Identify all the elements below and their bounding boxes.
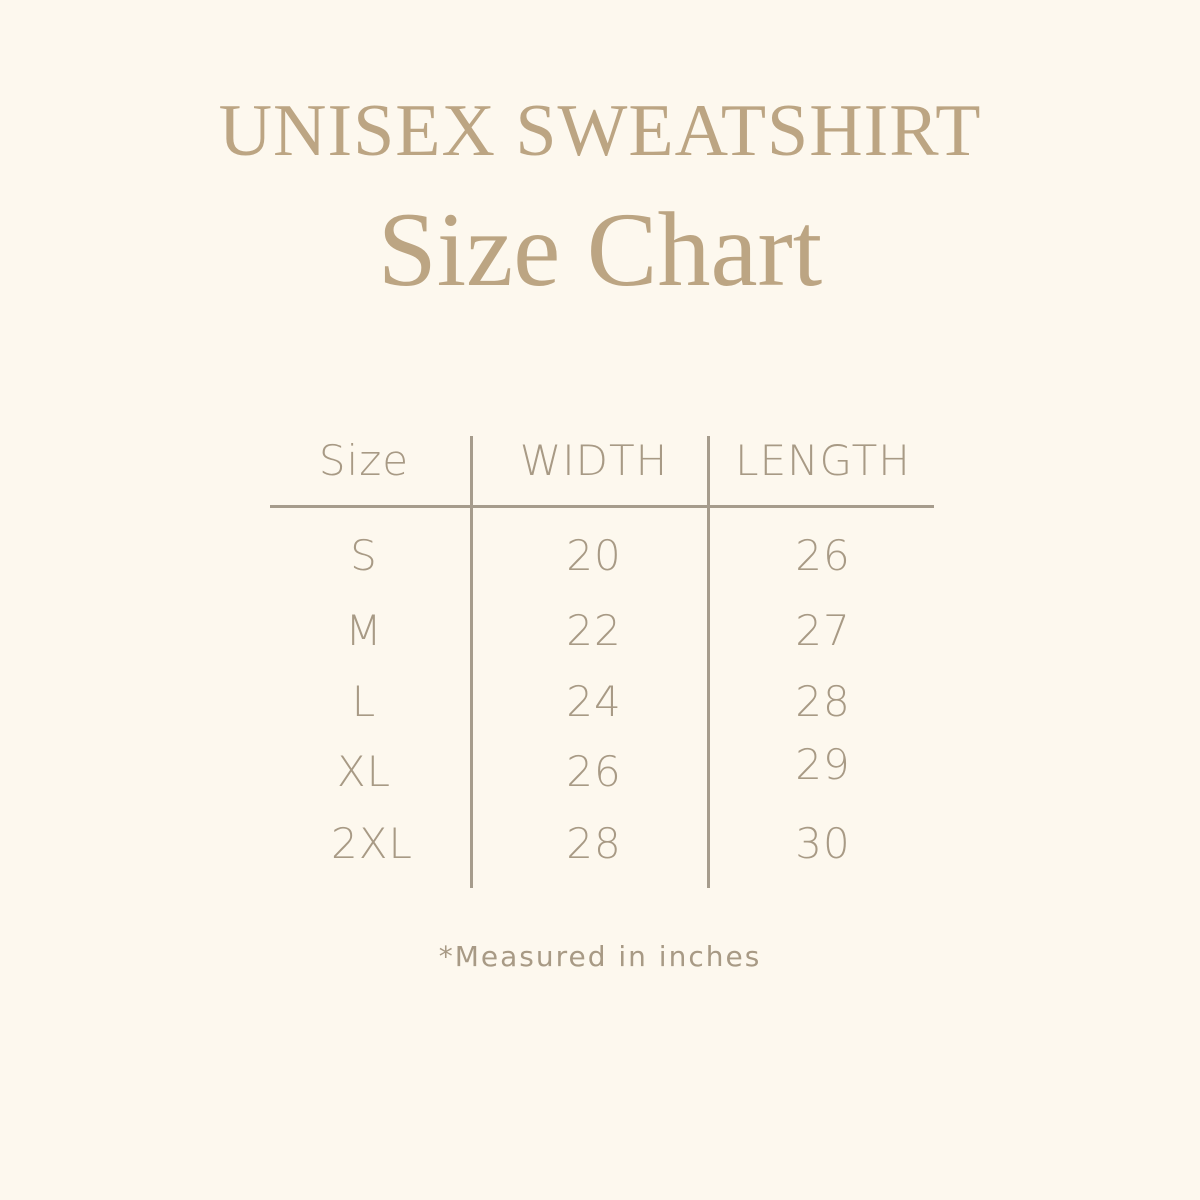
width-cell: 28: [566, 819, 622, 868]
header-size: Size: [318, 436, 410, 485]
size-cell: S: [350, 531, 378, 580]
page-title: Size Chart: [377, 191, 823, 308]
column-divider: [707, 436, 710, 888]
header-width: WIDTH: [519, 436, 669, 485]
length-cell: 27: [795, 606, 851, 655]
size-cell: M: [345, 606, 383, 655]
size-cell: XL: [336, 747, 392, 796]
width-cell: 22: [566, 606, 622, 655]
length-cell: 28: [795, 677, 851, 726]
width-cell: 26: [566, 747, 622, 796]
header-divider: [270, 505, 934, 508]
width-cell: 24: [566, 677, 622, 726]
measurement-note: *Measured in inches: [438, 940, 762, 973]
length-cell: 29: [795, 740, 851, 789]
length-cell: 26: [795, 531, 851, 580]
length-cell: 30: [795, 819, 851, 868]
header-length: LENGTH: [735, 436, 911, 485]
column-divider: [470, 436, 473, 888]
width-cell: 20: [566, 531, 622, 580]
size-cell: L: [351, 677, 377, 726]
size-cell: 2XL: [331, 819, 413, 868]
product-title: UNISEX SWEATSHIRT: [218, 90, 982, 172]
